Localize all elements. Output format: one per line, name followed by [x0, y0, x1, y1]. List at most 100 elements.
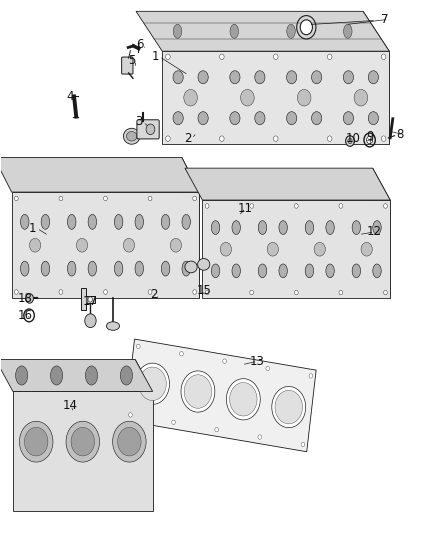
Ellipse shape	[352, 221, 360, 235]
Polygon shape	[230, 383, 257, 416]
Ellipse shape	[173, 25, 182, 38]
Polygon shape	[202, 200, 390, 298]
Polygon shape	[13, 391, 152, 511]
Circle shape	[76, 238, 88, 252]
Ellipse shape	[182, 214, 191, 229]
Ellipse shape	[258, 221, 267, 235]
Ellipse shape	[135, 214, 144, 229]
Circle shape	[294, 204, 298, 208]
Text: 2: 2	[150, 288, 158, 301]
Text: 12: 12	[367, 225, 381, 238]
Ellipse shape	[230, 112, 240, 125]
Ellipse shape	[185, 261, 197, 273]
Circle shape	[339, 290, 343, 295]
Ellipse shape	[305, 221, 314, 235]
Circle shape	[104, 290, 107, 294]
Circle shape	[381, 54, 386, 60]
Polygon shape	[129, 413, 132, 417]
Circle shape	[384, 290, 387, 295]
Ellipse shape	[120, 366, 133, 385]
Text: 18: 18	[18, 292, 33, 305]
Circle shape	[25, 294, 33, 303]
Circle shape	[170, 238, 181, 252]
Ellipse shape	[305, 264, 314, 278]
Text: 2: 2	[184, 132, 191, 146]
Text: 5: 5	[128, 54, 135, 67]
Ellipse shape	[15, 366, 28, 385]
Circle shape	[348, 139, 352, 144]
Circle shape	[146, 124, 155, 135]
Ellipse shape	[106, 322, 120, 330]
Polygon shape	[0, 360, 152, 391]
Polygon shape	[301, 442, 305, 447]
Ellipse shape	[41, 261, 49, 276]
Polygon shape	[226, 378, 260, 420]
Polygon shape	[137, 344, 140, 349]
Polygon shape	[136, 363, 170, 405]
Circle shape	[273, 54, 278, 60]
Ellipse shape	[127, 132, 137, 141]
Circle shape	[124, 238, 134, 252]
Ellipse shape	[343, 25, 352, 38]
Ellipse shape	[343, 71, 353, 84]
Ellipse shape	[124, 128, 140, 144]
Circle shape	[361, 243, 372, 256]
Ellipse shape	[114, 261, 123, 276]
Circle shape	[339, 204, 343, 208]
Circle shape	[300, 20, 312, 35]
Ellipse shape	[21, 261, 29, 276]
Circle shape	[267, 243, 279, 256]
Circle shape	[14, 196, 18, 201]
Ellipse shape	[311, 71, 322, 84]
Circle shape	[346, 136, 354, 147]
Text: 11: 11	[238, 201, 253, 214]
Ellipse shape	[211, 264, 220, 278]
Circle shape	[219, 136, 224, 141]
Ellipse shape	[182, 261, 191, 276]
Polygon shape	[275, 390, 303, 424]
Ellipse shape	[85, 366, 98, 385]
Ellipse shape	[67, 261, 76, 276]
Ellipse shape	[67, 214, 76, 229]
Text: 14: 14	[63, 399, 78, 413]
Ellipse shape	[198, 259, 210, 270]
Polygon shape	[258, 435, 261, 439]
Circle shape	[193, 196, 197, 201]
Circle shape	[59, 290, 63, 294]
Circle shape	[71, 427, 95, 456]
Ellipse shape	[343, 112, 353, 125]
Circle shape	[250, 204, 254, 208]
Circle shape	[59, 196, 63, 201]
Ellipse shape	[211, 221, 220, 235]
Polygon shape	[223, 359, 226, 364]
Circle shape	[25, 427, 48, 456]
Polygon shape	[139, 367, 166, 400]
Ellipse shape	[279, 264, 287, 278]
Circle shape	[220, 243, 232, 256]
Polygon shape	[172, 420, 175, 424]
Ellipse shape	[114, 214, 123, 229]
Ellipse shape	[258, 264, 267, 278]
Polygon shape	[185, 168, 390, 200]
Text: 13: 13	[250, 354, 265, 368]
Ellipse shape	[287, 25, 295, 38]
Text: 7: 7	[381, 13, 388, 26]
Ellipse shape	[255, 112, 265, 125]
Text: 1: 1	[151, 50, 159, 63]
Ellipse shape	[373, 264, 381, 278]
Ellipse shape	[88, 214, 96, 229]
Circle shape	[250, 290, 254, 295]
FancyBboxPatch shape	[122, 57, 133, 74]
Circle shape	[88, 297, 92, 302]
Ellipse shape	[255, 71, 265, 84]
Polygon shape	[135, 360, 152, 511]
Text: 16: 16	[18, 309, 33, 322]
Circle shape	[273, 136, 278, 141]
Circle shape	[118, 427, 141, 456]
Circle shape	[184, 90, 198, 106]
Ellipse shape	[198, 71, 208, 84]
Text: 17: 17	[83, 295, 98, 308]
Polygon shape	[180, 352, 183, 356]
Polygon shape	[162, 51, 389, 144]
Circle shape	[148, 196, 152, 201]
